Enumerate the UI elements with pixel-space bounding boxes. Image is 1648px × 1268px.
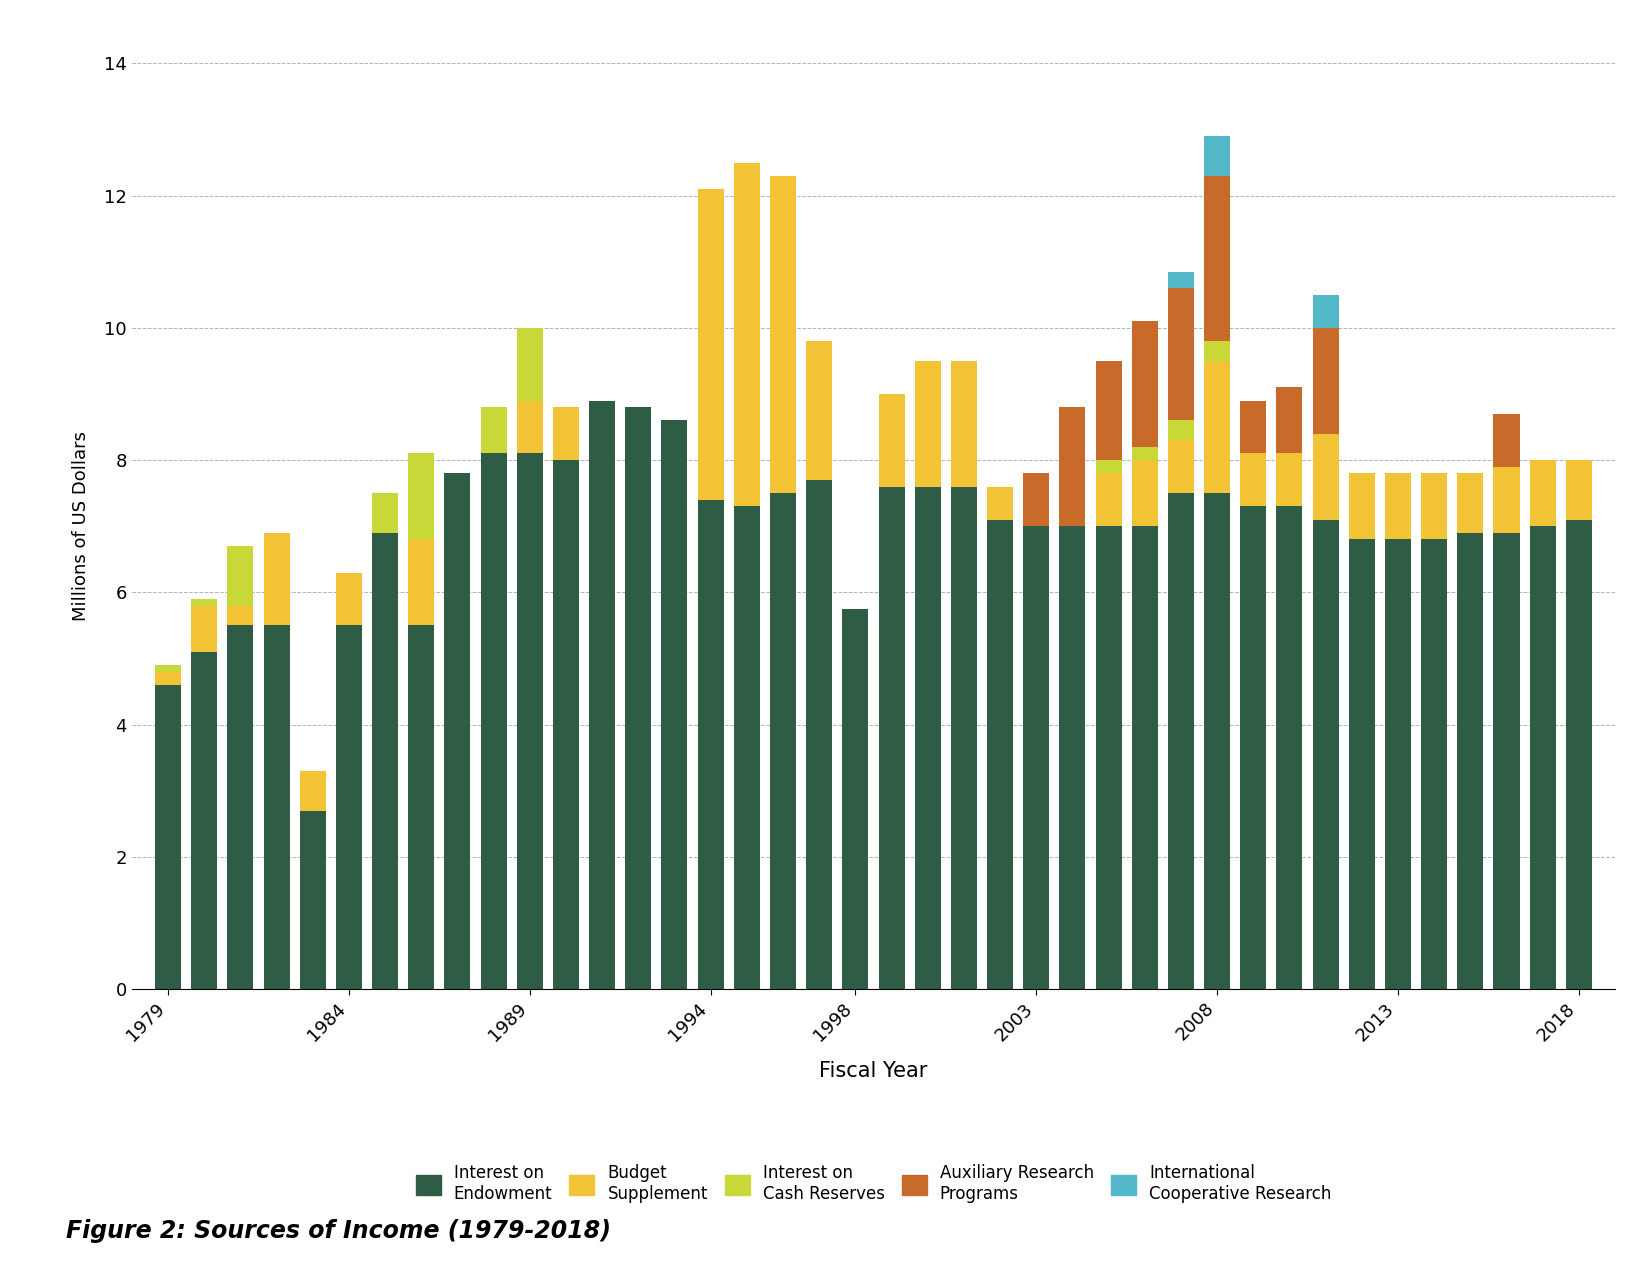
Bar	[878, 487, 905, 989]
Bar	[1023, 526, 1050, 989]
Bar	[1205, 136, 1229, 176]
Bar	[1566, 520, 1592, 989]
Bar	[1457, 533, 1483, 989]
Bar	[987, 520, 1014, 989]
Bar	[336, 625, 363, 989]
Bar	[1493, 413, 1519, 467]
Legend: Interest on
Endowment, Budget
Supplement, Interest on
Cash Reserves, Auxiliary R: Interest on Endowment, Budget Supplement…	[415, 1164, 1332, 1203]
Bar	[336, 573, 363, 625]
Bar	[1312, 328, 1338, 434]
Text: Figure 2: Sources of Income (1979-2018): Figure 2: Sources of Income (1979-2018)	[66, 1219, 611, 1243]
Bar	[264, 533, 290, 625]
Bar	[445, 473, 470, 989]
Bar	[1384, 473, 1411, 539]
Bar	[1205, 493, 1229, 989]
Bar	[661, 421, 687, 989]
Bar	[155, 685, 181, 989]
Bar	[1168, 440, 1193, 493]
Bar	[554, 407, 578, 460]
Bar	[1384, 539, 1411, 989]
Bar	[1132, 460, 1159, 526]
Bar	[1096, 473, 1122, 526]
Bar	[300, 810, 326, 989]
Bar	[227, 625, 254, 989]
Bar	[878, 394, 905, 487]
Bar	[697, 500, 723, 989]
Bar	[1566, 460, 1592, 520]
Bar	[1096, 460, 1122, 473]
Bar	[915, 361, 941, 487]
Bar	[227, 547, 254, 606]
Bar	[697, 189, 723, 500]
Bar	[191, 652, 218, 989]
Bar	[1312, 434, 1338, 520]
Bar	[481, 454, 506, 989]
Bar	[517, 454, 542, 989]
Bar	[1168, 271, 1193, 288]
Bar	[1060, 407, 1086, 526]
Bar	[842, 609, 868, 989]
Bar	[1205, 361, 1229, 493]
Bar	[372, 533, 399, 989]
Bar	[1312, 295, 1338, 328]
Bar	[733, 506, 760, 989]
Bar	[951, 361, 977, 487]
Bar	[733, 162, 760, 506]
Bar	[987, 487, 1014, 520]
Bar	[264, 625, 290, 989]
Bar	[1348, 473, 1374, 539]
Bar	[1132, 446, 1159, 460]
Bar	[481, 407, 506, 454]
Bar	[300, 771, 326, 810]
Bar	[1421, 539, 1447, 989]
Bar	[1132, 321, 1159, 446]
Bar	[1241, 454, 1266, 506]
Bar	[1277, 388, 1302, 454]
X-axis label: Fiscal Year: Fiscal Year	[819, 1061, 928, 1082]
Bar	[1205, 341, 1229, 361]
Bar	[155, 666, 181, 672]
Bar	[1132, 526, 1159, 989]
Bar	[1205, 176, 1229, 341]
Bar	[1241, 506, 1266, 989]
Bar	[1493, 533, 1519, 989]
Bar	[1023, 473, 1050, 526]
Bar	[554, 460, 578, 989]
Bar	[1277, 454, 1302, 506]
Bar	[1277, 506, 1302, 989]
Bar	[1168, 421, 1193, 440]
Bar	[1312, 520, 1338, 989]
Bar	[1457, 473, 1483, 533]
Bar	[409, 454, 435, 539]
Bar	[770, 176, 796, 493]
Bar	[1241, 401, 1266, 454]
Bar	[1493, 467, 1519, 533]
Bar	[1348, 539, 1374, 989]
Bar	[372, 493, 399, 533]
Bar	[1421, 473, 1447, 539]
Bar	[1168, 288, 1193, 421]
Bar	[588, 401, 615, 989]
Bar	[1060, 526, 1086, 989]
Bar	[915, 487, 941, 989]
Bar	[1529, 460, 1556, 526]
Bar	[155, 672, 181, 685]
Bar	[1168, 493, 1193, 989]
Y-axis label: Millions of US Dollars: Millions of US Dollars	[73, 431, 91, 621]
Bar	[191, 598, 218, 606]
Bar	[409, 539, 435, 625]
Bar	[806, 341, 832, 481]
Bar	[517, 401, 542, 454]
Bar	[191, 606, 218, 652]
Bar	[227, 606, 254, 625]
Bar	[517, 328, 542, 401]
Bar	[1096, 361, 1122, 460]
Bar	[625, 407, 651, 989]
Bar	[1096, 526, 1122, 989]
Bar	[770, 493, 796, 989]
Bar	[409, 625, 435, 989]
Bar	[806, 481, 832, 989]
Bar	[1529, 526, 1556, 989]
Bar	[951, 487, 977, 989]
